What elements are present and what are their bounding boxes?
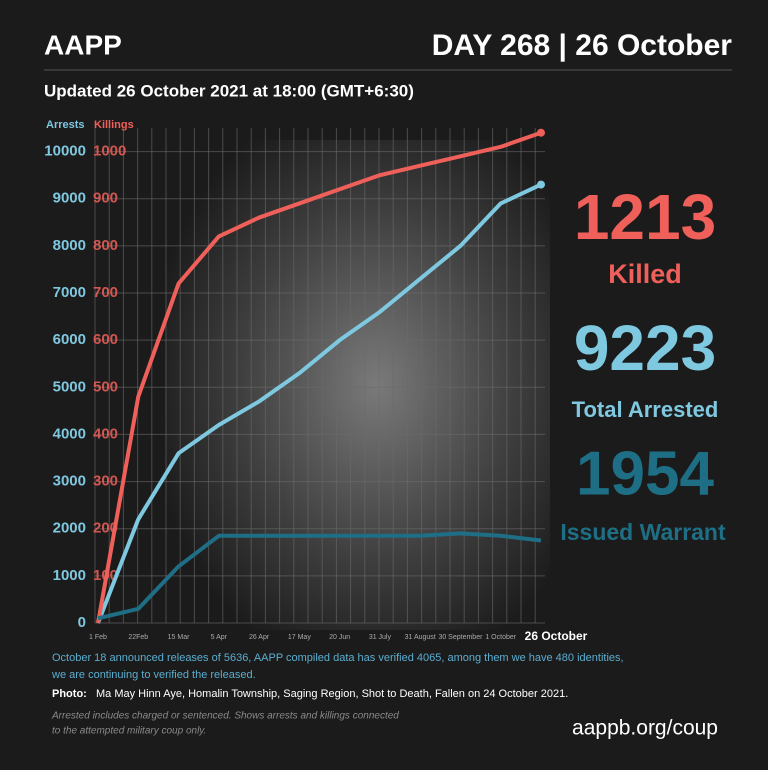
y2-tick-label: 900 xyxy=(93,190,118,207)
x-tick-label: 26 October xyxy=(525,629,588,643)
y-tick-label: 9000 xyxy=(53,190,86,207)
note: October 18 announced releases of 5636, A… xyxy=(52,652,624,664)
y2-tick-label: 1000 xyxy=(93,143,126,160)
x-tick-label: 26 Apr xyxy=(249,634,270,641)
stat-killed-label: Killed xyxy=(608,259,682,289)
x-tick-label: 31 August xyxy=(405,634,436,641)
photo-label: Photo: xyxy=(52,688,87,700)
plot: 0 1000 2000 3000 4000 5000 6000 7000 8000 9000 100… xyxy=(44,128,588,643)
end-dot xyxy=(537,128,545,137)
y2-tick-label: 500 xyxy=(93,378,118,395)
end-dot xyxy=(537,180,545,189)
photo-caption: Ma May Hinn Aye, Homalin Township, Sagin… xyxy=(96,688,568,700)
x-tick-label: 30 September xyxy=(438,634,483,641)
stat-warrant: 1954 xyxy=(576,439,714,508)
series-line xyxy=(96,130,542,624)
y-tick-label: 8000 xyxy=(53,237,86,254)
brand: AAPP xyxy=(44,29,122,60)
y2-tick-label: 200 xyxy=(93,520,118,537)
y2-tick-label: 400 xyxy=(93,425,118,442)
x-tick-label: 5 Apr xyxy=(211,634,228,641)
series-line xyxy=(97,531,542,621)
x-tick-label: 20 Jun xyxy=(329,634,350,641)
x-tick-label: 1 Feb xyxy=(89,634,107,641)
stat-arrested-label: Total Arrested xyxy=(572,397,719,422)
stat-warrant-label: Issued Warrant xyxy=(560,519,726,545)
legend-arrests: Arrests xyxy=(46,119,85,131)
y-tick-label: 6000 xyxy=(53,331,86,348)
y2-tick-label: 800 xyxy=(93,237,118,254)
y-tick-label: 4000 xyxy=(53,425,86,442)
y-tick-label: 2000 xyxy=(53,520,86,537)
url: aappb.org/coup xyxy=(572,717,718,740)
stat-arrested: 9223 xyxy=(574,312,716,384)
y-tick-label: 3000 xyxy=(53,473,86,490)
y-tick-label: 10000 xyxy=(44,143,86,160)
y2-tick-label: 600 xyxy=(93,331,118,348)
y-tick-label: 1000 xyxy=(53,567,86,584)
stat-killed: 1213 xyxy=(574,181,716,253)
x-tick-label: 17 May xyxy=(288,634,311,641)
y2-tick-label: 700 xyxy=(93,284,118,301)
note: we are continuing to verified the releas… xyxy=(51,669,256,681)
x-tick-label: 31 July xyxy=(369,634,392,641)
footnote: to the attempted military coup only. xyxy=(52,726,206,737)
footnote: Arrested includes charged or sentenced. … xyxy=(51,711,399,722)
x-tick-label: 15 Mar xyxy=(168,634,190,641)
y-tick-label: 0 xyxy=(78,614,86,631)
series-line xyxy=(96,182,542,624)
y-tick-label: 5000 xyxy=(53,378,86,395)
day: DAY 268 | 26 October xyxy=(432,29,733,62)
y2-tick-label: 300 xyxy=(93,473,118,490)
y-tick-label: 7000 xyxy=(53,284,86,301)
x-tick-label: 22Feb xyxy=(128,634,148,641)
legend-killings: Killings xyxy=(94,119,134,131)
x-tick-label: 1 October xyxy=(485,634,516,641)
updated: Updated 26 October 2021 at 18:00 (GMT+6:… xyxy=(44,81,414,100)
